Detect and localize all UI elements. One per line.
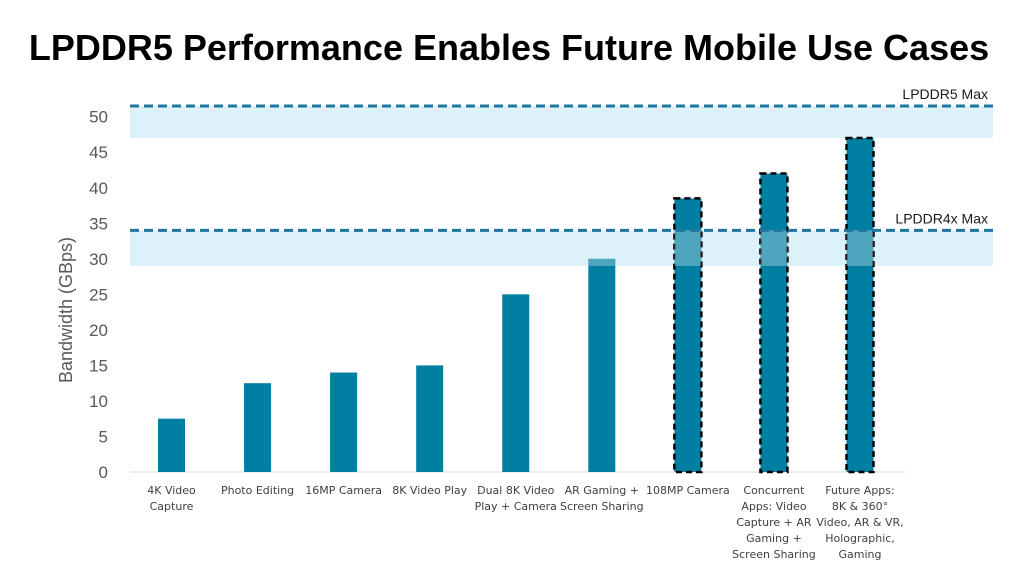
band-overlays [588,230,874,266]
y-tick-label: 0 [99,463,108,482]
y-tick-label: 10 [89,392,108,411]
x-tick-label: Photo Editing [221,484,294,497]
bar [588,258,616,472]
y-tick-label: 30 [89,250,108,269]
shaded-band-1 [130,106,993,139]
reference-lines: LPDDR4x Max LPDDR5 Max [130,86,993,232]
bar [673,197,703,474]
reference-line-label: LPDDR5 Max [902,86,988,102]
bar [759,172,789,474]
x-tick-label: Future Apps: 8K & 360° Video, AR & VR, Holo… [816,484,903,561]
bar [158,418,185,472]
bar [845,136,875,474]
x-tick-label: 108MP Camera [646,484,730,497]
x-tick-label: Concurrent Apps: Video Capture + AR Gaming … [732,484,816,561]
bar-band-overlay [674,230,702,266]
x-tick-label: 4K Video Capture [147,484,196,513]
chart-title: LPDDR5 Performance Enables Future Mobile… [29,27,989,68]
bar [502,294,530,472]
x-tick-label: AR Gaming + Screen Sharing [560,484,644,513]
y-tick-label: 35 [89,214,108,233]
bar-band-overlay [760,230,788,266]
y-tick-label: 45 [89,143,108,162]
y-tick-label: 25 [89,285,108,304]
bar [416,365,444,472]
x-tick-label: 8K Video Play [392,484,467,497]
y-tick-label: 5 [99,427,108,446]
reference-line-label: LPDDR4x Max [895,210,988,226]
y-tick-label: 15 [89,356,108,375]
x-tick-label: 16MP Camera [305,484,382,497]
bar [330,372,358,472]
bar-band-overlay [846,230,874,266]
y-tick-label: 50 [89,108,108,127]
bar [244,383,272,472]
bars [158,136,875,474]
axes: 0 5 10 15 20 25 30 35 40 45 50 4K Video Capture Photo… [89,108,905,561]
x-tick-label: Dual 8K Video Play + Camera [475,484,557,513]
y-tick-label: 20 [89,321,108,340]
bar-band-overlay [588,258,616,266]
y-axis-label: Bandwidth (GBps) [56,237,76,383]
y-tick-label: 40 [89,179,108,198]
